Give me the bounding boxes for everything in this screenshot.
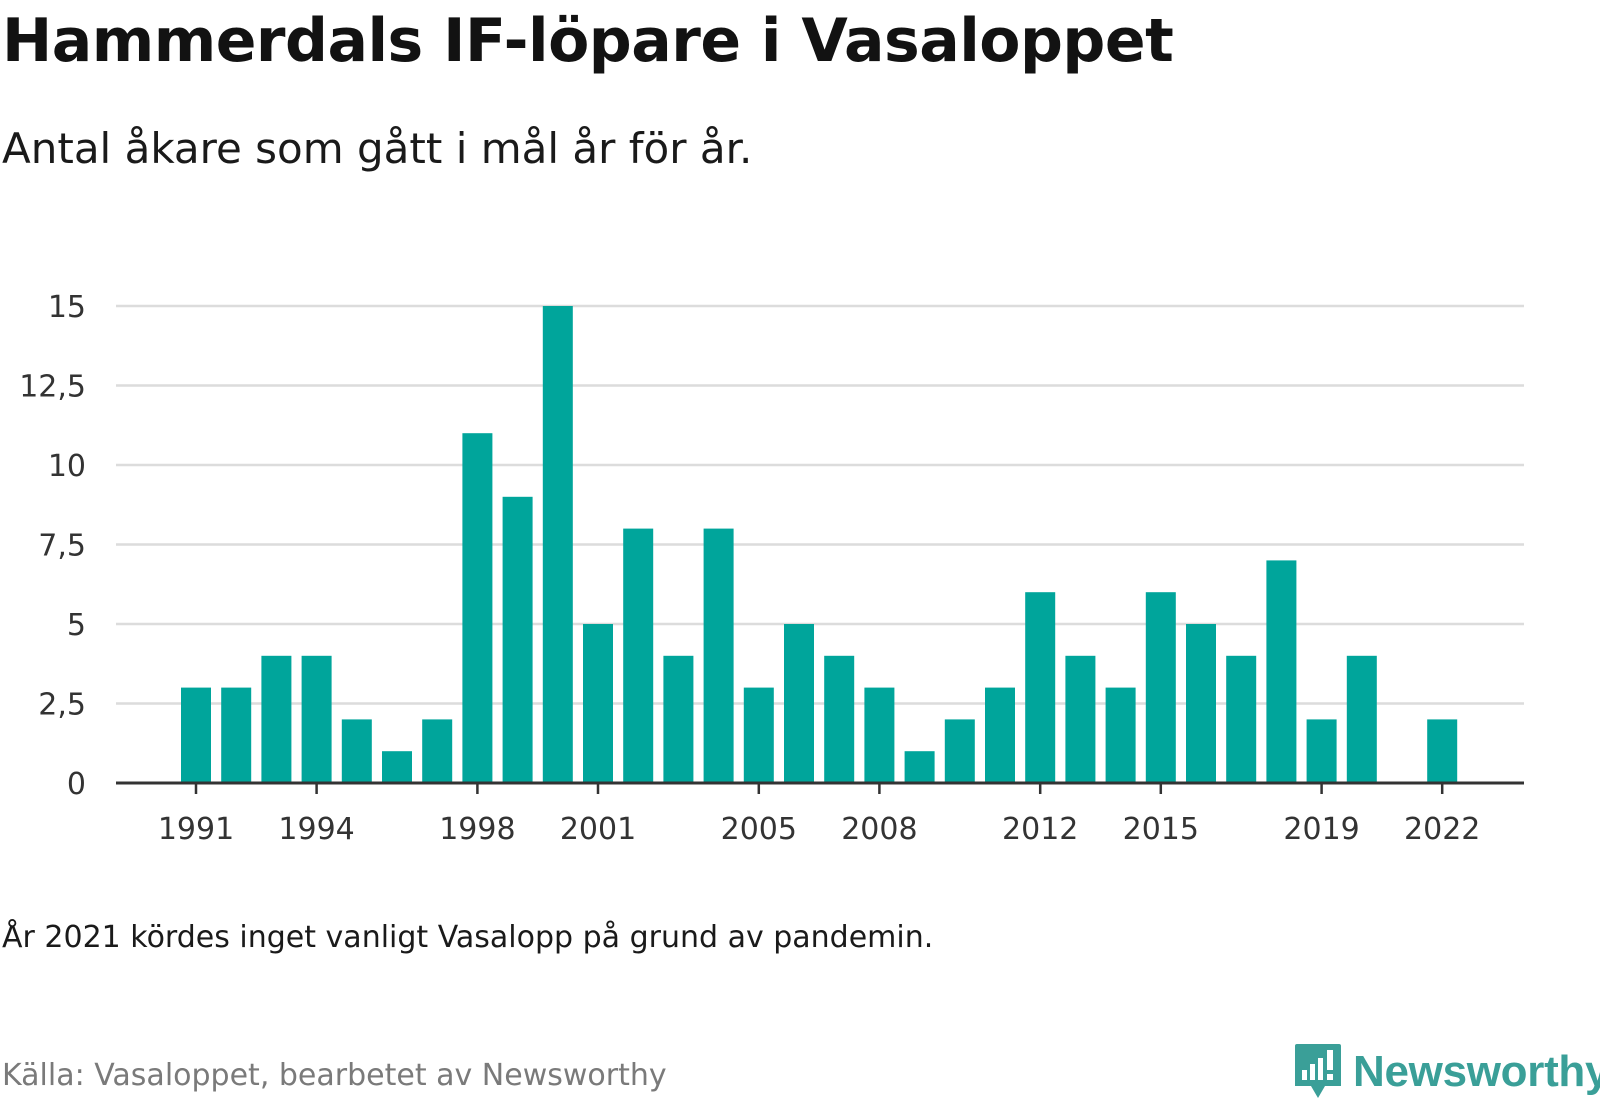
footnote: År 2021 kördes inget vanligt Vasalopp på…: [2, 920, 934, 955]
x-tick-label: 2008: [841, 812, 917, 847]
bar-1992: [221, 687, 252, 783]
bar-2004: [703, 528, 734, 783]
x-tick-label: 2022: [1404, 812, 1480, 847]
brand-name: Newsworthy: [1353, 1047, 1600, 1096]
y-tick-label: 7,5: [38, 529, 86, 564]
y-tick-label: 0: [67, 767, 86, 802]
bar-chart: 0 2,5 5 7,5 10 12,5 15 1991 1994 1998 2001 2005 200…: [19, 290, 1524, 847]
x-tick-label: 2019: [1283, 812, 1359, 847]
bar-2018: [1266, 560, 1297, 783]
bar-2015: [1145, 592, 1176, 783]
bar-2005: [743, 687, 774, 783]
bar-2016: [1186, 624, 1216, 783]
bar-2010: [944, 719, 975, 783]
newsworthy-icon: [1295, 1044, 1341, 1098]
x-tick-label: 1998: [439, 812, 515, 847]
x-axis: [116, 781, 1524, 794]
x-tick-label: 2001: [560, 812, 636, 847]
bar-2002: [623, 528, 654, 783]
x-tick-label: 2012: [1002, 812, 1078, 847]
bar-2001: [583, 624, 613, 783]
bar-1996: [382, 751, 412, 783]
bar-2009: [904, 751, 935, 783]
newsworthy-logo: Newsworthy: [1293, 1042, 1600, 1102]
x-tick-label: 1994: [278, 812, 354, 847]
bar-2011: [985, 687, 1015, 783]
y-tick-label: 10: [48, 449, 86, 484]
gridlines: [116, 304, 1524, 705]
x-tick-label: 2015: [1123, 812, 1199, 847]
bar-1991: [181, 687, 211, 783]
bar-1995: [341, 719, 372, 783]
y-tick-label: 15: [48, 290, 86, 325]
bar-2013: [1065, 655, 1096, 783]
chart-title: Hammerdals IF-löpare i Vasaloppet: [2, 6, 1174, 76]
bar-2019: [1306, 719, 1337, 783]
bar-2020: [1346, 655, 1377, 783]
bar-2003: [663, 655, 694, 783]
bar-2006: [784, 624, 814, 783]
y-tick-label: 12,5: [19, 370, 86, 405]
chart-subtitle: Antal åkare som gått i mål år för år.: [2, 124, 753, 173]
bar-1997: [422, 719, 453, 783]
bar-2014: [1105, 687, 1136, 783]
bar-2012: [1025, 592, 1056, 783]
x-tick-label: 2005: [721, 812, 797, 847]
bar-1998: [462, 433, 493, 783]
bar-1994: [301, 655, 332, 783]
bar-2000: [542, 306, 573, 783]
y-axis-labels: 0 2,5 5 7,5 10 12,5 15: [19, 290, 86, 802]
bars: [181, 306, 1458, 783]
bar-2008: [864, 687, 895, 783]
bar-1993: [261, 655, 292, 783]
bar-1999: [502, 496, 533, 783]
x-tick-label: 1991: [158, 812, 234, 847]
x-axis-labels: 1991 1994 1998 2001 2005 2008 2012 2015 2019 2022: [158, 812, 1481, 847]
y-tick-label: 2,5: [38, 688, 86, 723]
source-text: Källa: Vasaloppet, bearbetet av Newswort…: [2, 1058, 667, 1093]
y-tick-label: 5: [67, 608, 86, 643]
bar-2022: [1427, 719, 1458, 783]
bar-2017: [1226, 655, 1257, 783]
bar-2007: [824, 655, 855, 783]
